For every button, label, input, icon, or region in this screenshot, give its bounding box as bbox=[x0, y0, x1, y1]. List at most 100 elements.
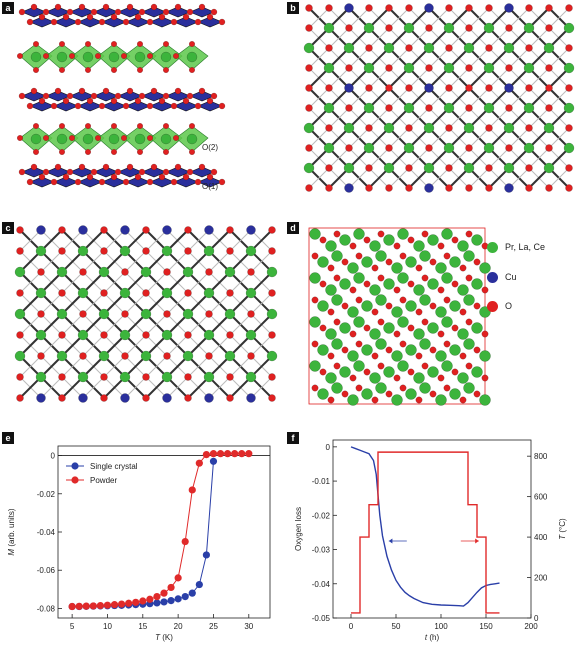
oxygen-atom bbox=[325, 124, 333, 132]
oxygen-atom bbox=[465, 184, 473, 192]
oxygen-atom bbox=[333, 318, 341, 326]
bond bbox=[208, 334, 231, 357]
cu-atom bbox=[344, 3, 354, 13]
oxygen-atom bbox=[90, 8, 98, 16]
oxygen-atom bbox=[50, 102, 58, 110]
rare-earth-atom bbox=[245, 245, 257, 257]
oxygen-atom bbox=[305, 184, 313, 192]
rare-earth-atom bbox=[479, 394, 491, 406]
y-tick-label: -0.02 bbox=[312, 511, 331, 520]
oxygen-atom bbox=[16, 331, 24, 339]
oxygen-atom bbox=[142, 289, 150, 297]
oxygen-atom bbox=[443, 384, 451, 392]
oxygen-atom bbox=[146, 18, 154, 26]
rare-earth-atom bbox=[403, 62, 415, 74]
cu-atom bbox=[204, 393, 214, 403]
rare-earth-atom bbox=[403, 102, 415, 114]
rare-earth-atom bbox=[266, 266, 278, 278]
rare-earth-atom bbox=[375, 250, 387, 262]
oxygen-atom bbox=[86, 97, 94, 105]
oxygen-atom bbox=[459, 352, 467, 360]
y2-axis-unit: (°C) bbox=[558, 518, 567, 535]
oxygen-atom bbox=[355, 252, 363, 260]
oxygen-atom bbox=[268, 226, 276, 234]
oxygen-atom bbox=[268, 247, 276, 255]
bond bbox=[548, 87, 570, 109]
oxygen-atom bbox=[465, 104, 473, 112]
oxygen-atom bbox=[505, 24, 513, 32]
bond bbox=[428, 47, 450, 69]
y2-tick-label: 400 bbox=[534, 533, 548, 542]
plot-frame bbox=[332, 439, 532, 619]
oxygen-atom bbox=[545, 24, 553, 32]
oxygen-atom bbox=[425, 24, 433, 32]
oxygen-atom bbox=[565, 124, 573, 132]
rare-earth-atom bbox=[35, 245, 47, 257]
oxygen-atom bbox=[545, 84, 553, 92]
oxygen-atom bbox=[16, 289, 24, 297]
rare-earth-atom bbox=[405, 344, 417, 356]
crystal-structure-a bbox=[16, 3, 226, 188]
oxygen-atom bbox=[341, 346, 349, 354]
x-tick-label: 0 bbox=[349, 622, 354, 631]
panel-a: a O(2) O(1) bbox=[0, 0, 290, 200]
data-point bbox=[209, 450, 218, 458]
oxygen-atom bbox=[58, 148, 66, 156]
oxygen-atom bbox=[345, 24, 353, 32]
oxygen-atom bbox=[505, 144, 513, 152]
rare-earth-atom bbox=[405, 388, 417, 400]
rare-earth-atom bbox=[339, 322, 351, 334]
rare-earth-atom bbox=[403, 142, 415, 154]
rare-earth-atom bbox=[317, 388, 329, 400]
rare-earth-atom bbox=[441, 272, 453, 284]
oxygen-atom bbox=[405, 84, 413, 92]
data-point bbox=[153, 592, 161, 601]
bond bbox=[528, 67, 550, 89]
y2-tick-label: 200 bbox=[534, 574, 548, 583]
legend-marker bbox=[71, 476, 79, 484]
oxygen-atom bbox=[182, 13, 190, 21]
rare-earth-atom bbox=[309, 316, 321, 328]
oxygen-atom bbox=[445, 44, 453, 52]
oxygen-atom bbox=[565, 164, 573, 172]
oxygen-atom bbox=[355, 296, 363, 304]
rare-earth-atom bbox=[325, 372, 337, 384]
data-point bbox=[167, 583, 175, 592]
oxygen-atom bbox=[341, 258, 349, 266]
oxygen-atom bbox=[150, 3, 158, 11]
bond bbox=[508, 167, 530, 189]
oxygen-atom bbox=[162, 40, 170, 48]
oxygen-atom bbox=[355, 384, 363, 392]
x-tick-label: 200 bbox=[524, 622, 538, 631]
bond bbox=[124, 376, 147, 399]
cu-atom bbox=[344, 183, 354, 193]
oxygen-atom bbox=[425, 104, 433, 112]
oxygen-atom bbox=[465, 4, 473, 12]
oxygen-atom bbox=[184, 226, 192, 234]
oxygen-atom bbox=[188, 40, 196, 48]
oxygen-atom bbox=[226, 289, 234, 297]
rare-earth-atom bbox=[140, 266, 152, 278]
oxygen-atom bbox=[174, 87, 182, 95]
oxygen-atom bbox=[18, 168, 26, 176]
rare-earth-atom bbox=[14, 266, 26, 278]
oxygen-atom bbox=[126, 163, 134, 171]
oxygen-atom bbox=[363, 236, 371, 244]
bond bbox=[19, 313, 42, 336]
oxygen-atom bbox=[114, 168, 122, 176]
oxygen-atom bbox=[429, 302, 437, 310]
oxygen-atom bbox=[445, 84, 453, 92]
oxygen-atom bbox=[136, 148, 144, 156]
oxygen-atom bbox=[525, 44, 533, 52]
oxygen-atom bbox=[385, 258, 393, 266]
rare-earth-atom bbox=[119, 371, 131, 383]
rare-earth-atom bbox=[331, 382, 343, 394]
bond bbox=[488, 107, 510, 129]
oxygen-atom bbox=[66, 8, 74, 16]
oxygen-atom bbox=[188, 148, 196, 156]
oxygen-atom bbox=[405, 44, 413, 52]
oxygen-atom bbox=[385, 144, 393, 152]
oxygen-atom bbox=[333, 362, 341, 370]
rare-earth-atom bbox=[413, 328, 425, 340]
rare-earth-atom bbox=[323, 142, 335, 154]
